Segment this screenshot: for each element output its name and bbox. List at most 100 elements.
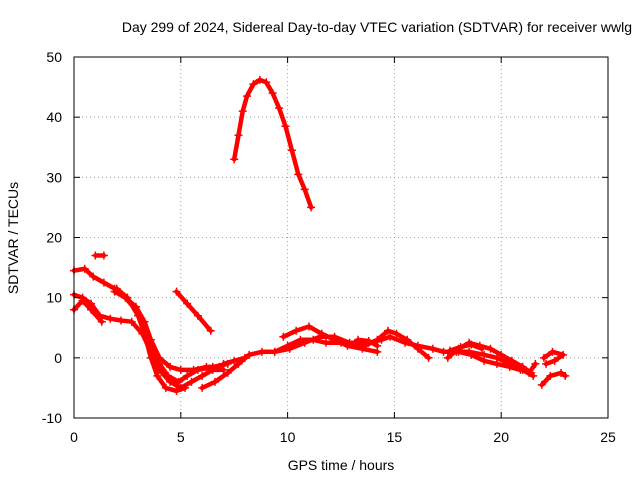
data-point bbox=[292, 326, 301, 335]
data-point bbox=[87, 305, 96, 314]
data-point bbox=[300, 185, 309, 194]
data-point bbox=[230, 155, 239, 164]
data-point bbox=[202, 362, 211, 371]
data-point bbox=[454, 347, 463, 356]
data-point bbox=[518, 362, 527, 371]
data-point bbox=[300, 338, 309, 347]
series-trace bbox=[71, 298, 105, 324]
data-point bbox=[537, 380, 546, 389]
data-point bbox=[497, 350, 506, 359]
data-point bbox=[467, 340, 476, 349]
data-point bbox=[80, 264, 89, 273]
x-tick-label: 0 bbox=[70, 429, 78, 445]
y-tick-label: 20 bbox=[46, 230, 62, 246]
series-arc-g bbox=[172, 287, 215, 335]
series-arc-d bbox=[91, 251, 108, 260]
data-point bbox=[270, 347, 279, 356]
data-point bbox=[183, 371, 192, 380]
data-point bbox=[238, 107, 247, 116]
data-point bbox=[281, 122, 290, 131]
data-point bbox=[307, 203, 316, 212]
data-point bbox=[116, 316, 125, 325]
series-arc-high bbox=[230, 75, 316, 212]
x-tick-label: 20 bbox=[493, 429, 509, 445]
data-point bbox=[304, 322, 313, 331]
series-trace bbox=[447, 342, 485, 353]
data-point bbox=[223, 368, 232, 377]
data-point bbox=[155, 353, 164, 362]
x-tick-label: 25 bbox=[600, 429, 616, 445]
data-point bbox=[176, 365, 185, 374]
data-point bbox=[330, 332, 339, 341]
series-arc-k bbox=[270, 326, 433, 362]
data-point bbox=[439, 347, 448, 356]
data-point bbox=[531, 359, 540, 368]
data-point bbox=[257, 347, 266, 356]
data-point bbox=[364, 336, 373, 345]
data-point bbox=[134, 311, 143, 320]
series-arc-r bbox=[537, 368, 570, 389]
data-point bbox=[386, 332, 395, 341]
data-point bbox=[161, 383, 170, 392]
data-point bbox=[206, 326, 215, 335]
series-arc-p bbox=[507, 356, 540, 377]
data-point bbox=[413, 344, 422, 353]
data-point bbox=[215, 362, 224, 371]
y-axis-label: SDTVAR / TECUs bbox=[5, 182, 21, 294]
data-point bbox=[189, 365, 198, 374]
data-point bbox=[477, 344, 486, 353]
data-point bbox=[542, 359, 551, 368]
data-point bbox=[467, 350, 476, 359]
y-tick-label: 50 bbox=[46, 49, 62, 65]
series-trace bbox=[509, 358, 538, 376]
axis-ticks: 0 5 10 15 20 25 -10 0 10 20 30 40 50 bbox=[42, 49, 616, 445]
data-point bbox=[172, 287, 181, 296]
data-point bbox=[285, 344, 294, 353]
data-point bbox=[561, 371, 570, 380]
data-point bbox=[445, 346, 454, 355]
x-tick-label: 15 bbox=[387, 429, 403, 445]
data-point bbox=[507, 356, 516, 365]
data-point bbox=[166, 377, 175, 386]
x-axis-label: GPS time / hours bbox=[288, 457, 395, 473]
series-arc-l bbox=[354, 335, 382, 350]
data-point bbox=[172, 386, 181, 395]
data-point bbox=[146, 353, 155, 362]
data-point bbox=[505, 362, 514, 371]
data-point bbox=[559, 350, 568, 359]
data-point bbox=[153, 371, 162, 380]
data-point bbox=[315, 332, 324, 341]
series-trace bbox=[174, 289, 213, 334]
series-trace bbox=[539, 370, 568, 388]
data-point bbox=[403, 335, 412, 344]
data-point bbox=[322, 338, 331, 347]
data-point bbox=[240, 353, 249, 362]
data-point bbox=[198, 371, 207, 380]
data-point bbox=[97, 317, 106, 326]
x-tick-label: 10 bbox=[280, 429, 296, 445]
data-point bbox=[230, 356, 239, 365]
data-point bbox=[181, 383, 190, 392]
data-point bbox=[245, 350, 254, 359]
data-point bbox=[383, 326, 392, 335]
data-point bbox=[268, 89, 277, 98]
data-point bbox=[524, 368, 533, 377]
series-arc-i bbox=[219, 353, 249, 368]
data-point bbox=[262, 78, 271, 87]
data-point bbox=[99, 278, 108, 287]
y-tick-label: 0 bbox=[54, 350, 62, 366]
data-point bbox=[234, 131, 243, 140]
data-point bbox=[219, 359, 228, 368]
y-tick-label: 30 bbox=[46, 169, 62, 185]
data-point bbox=[78, 296, 87, 305]
data-point bbox=[443, 353, 452, 362]
data-point bbox=[550, 356, 559, 365]
data-point bbox=[557, 368, 566, 377]
data-point bbox=[428, 344, 437, 353]
series-arc-o bbox=[454, 347, 525, 374]
data-point bbox=[255, 75, 264, 84]
data-point bbox=[392, 329, 401, 338]
data-point bbox=[112, 284, 121, 293]
